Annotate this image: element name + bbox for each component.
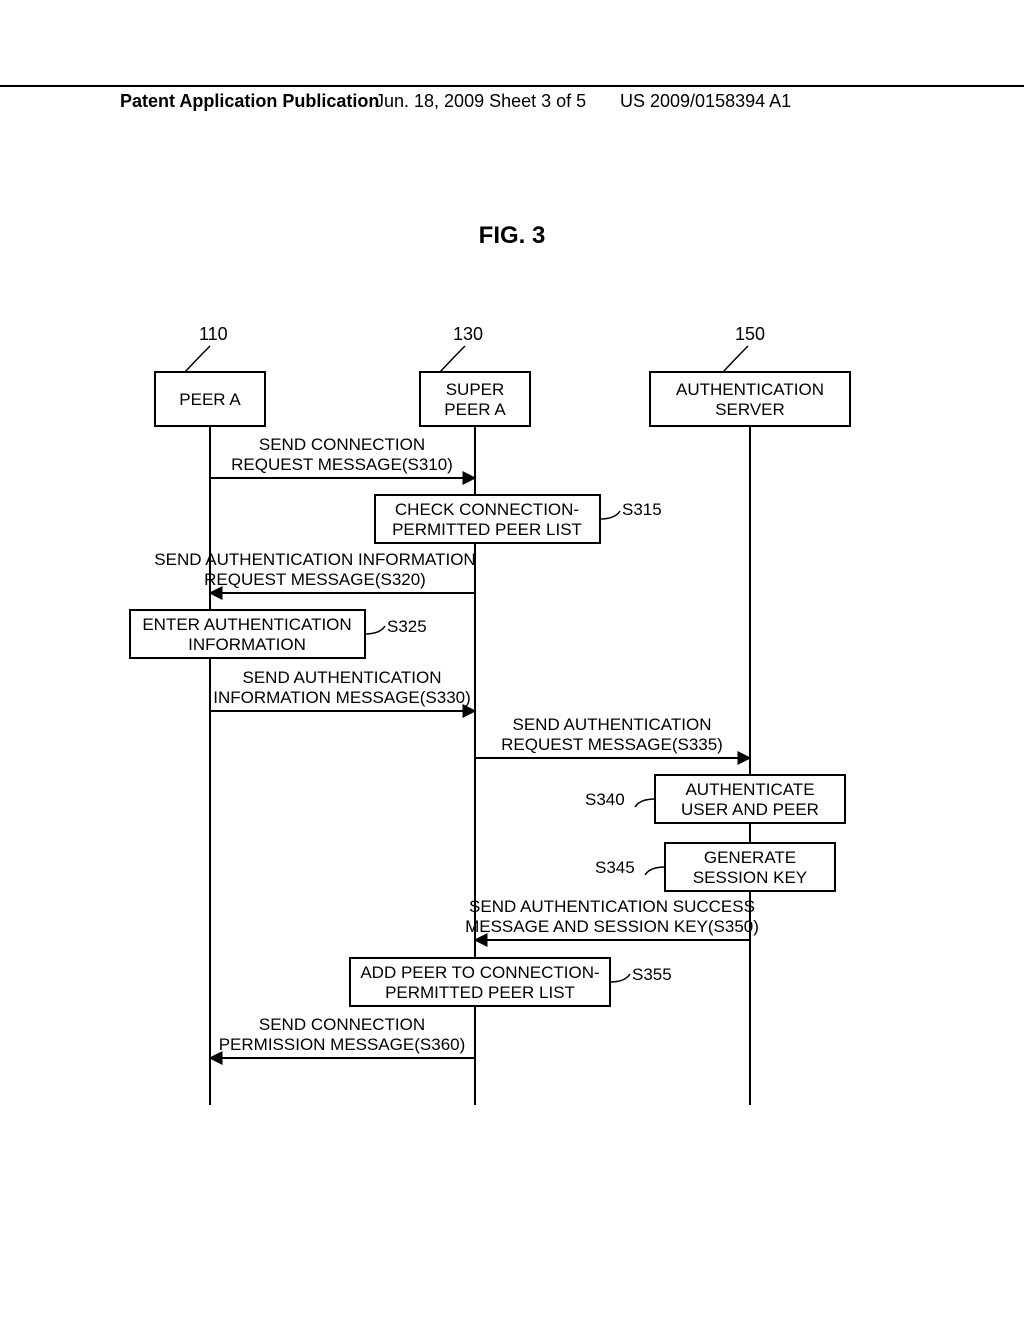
msg-s330-line1: SEND AUTHENTICATION [243, 668, 442, 687]
ref-tick-130 [440, 346, 465, 372]
label-s345: S345 [595, 858, 635, 877]
page: Patent Application Publication Jun. 18, … [0, 0, 1024, 1320]
msg-s315-line2: PERMITTED PEER LIST [392, 520, 582, 539]
curve-s325 [365, 626, 385, 634]
msg-s330-line2: INFORMATION MESSAGE(S330) [213, 688, 471, 707]
msg-s315-line1: CHECK CONNECTION- [395, 500, 579, 519]
label-s355: S355 [632, 965, 672, 984]
ref-130: 130 [453, 324, 483, 344]
auth-server-label-top: AUTHENTICATION [676, 380, 824, 399]
diagram: 110 130 150 PEER A SUPER PEER A AUTHENTI… [0, 0, 1024, 1320]
curve-s340 [635, 799, 655, 807]
msg-s325-line2: INFORMATION [188, 635, 306, 654]
curve-s315 [600, 511, 620, 519]
msg-s340-line1: AUTHENTICATE [685, 780, 814, 799]
msg-s335-line2: REQUEST MESSAGE(S335) [501, 735, 723, 754]
msg-s325-line1: ENTER AUTHENTICATION [142, 615, 351, 634]
msg-s310-line1: SEND CONNECTION [259, 435, 425, 454]
super-peer-a-label-top: SUPER [446, 380, 505, 399]
label-s315: S315 [622, 500, 662, 519]
msg-s320-line1: SEND AUTHENTICATION INFORMATION [154, 550, 475, 569]
ref-150: 150 [735, 324, 765, 344]
msg-s355-line1: ADD PEER TO CONNECTION- [360, 963, 599, 982]
msg-s340-line2: USER AND PEER [681, 800, 819, 819]
msg-s355-line2: PERMITTED PEER LIST [385, 983, 575, 1002]
msg-s320-line2: REQUEST MESSAGE(S320) [204, 570, 426, 589]
ref-tick-150 [723, 346, 748, 372]
label-s340: S340 [585, 790, 625, 809]
msg-s345-line2: SESSION KEY [693, 868, 807, 887]
label-s325: S325 [387, 617, 427, 636]
msg-s360-line1: SEND CONNECTION [259, 1015, 425, 1034]
super-peer-a-label-bot: PEER A [444, 400, 506, 419]
curve-s355 [610, 974, 630, 982]
msg-s335-line1: SEND AUTHENTICATION [513, 715, 712, 734]
curve-s345 [645, 867, 665, 875]
msg-s350-line2: MESSAGE AND SESSION KEY(S350) [465, 917, 759, 936]
msg-s345-line1: GENERATE [704, 848, 796, 867]
msg-s310-line2: REQUEST MESSAGE(S310) [231, 455, 453, 474]
peer-a-label: PEER A [179, 390, 241, 409]
msg-s360-line2: PERMISSION MESSAGE(S360) [219, 1035, 466, 1054]
ref-110: 110 [199, 324, 228, 344]
msg-s350-line1: SEND AUTHENTICATION SUCCESS [469, 897, 755, 916]
auth-server-label-bot: SERVER [715, 400, 785, 419]
ref-tick-110 [185, 346, 210, 372]
